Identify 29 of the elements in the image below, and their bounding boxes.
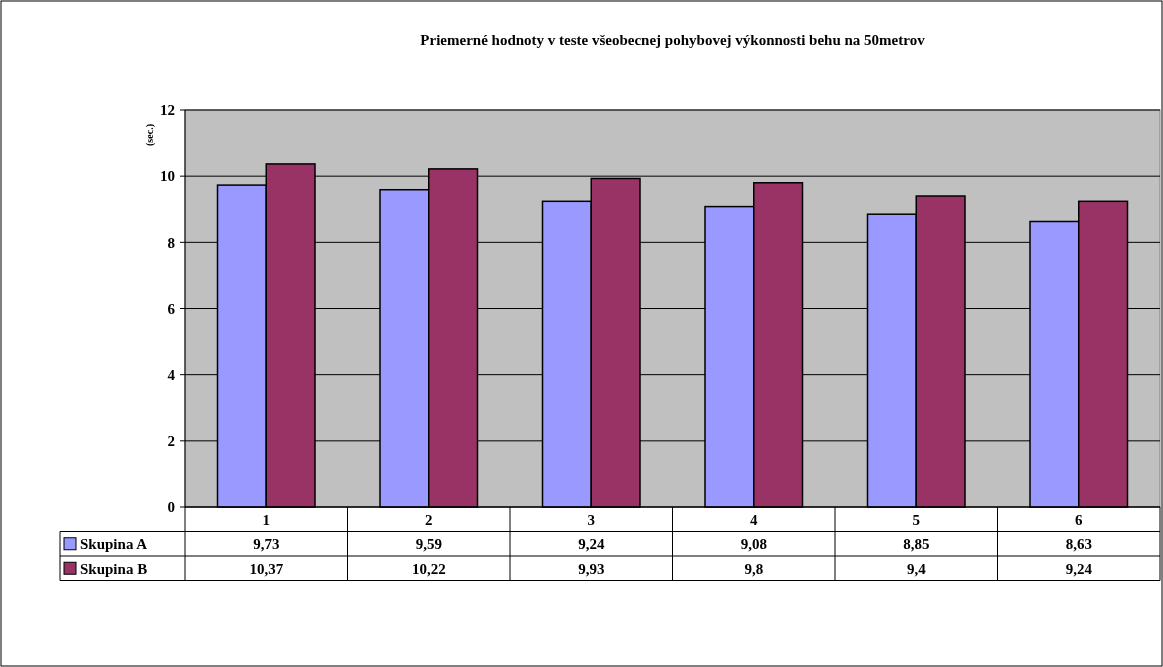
data-label: 9,93 [578, 560, 605, 577]
x-tick-label: 4 [750, 511, 758, 528]
x-tick-label: 6 [1075, 511, 1083, 528]
legend-label: Skupina A [80, 536, 148, 552]
data-label: 9,8 [744, 560, 764, 577]
data-label: 9,08 [740, 536, 767, 552]
y-tick-label: 8 [167, 234, 175, 251]
x-tick-label: 1 [262, 511, 270, 528]
y-tick-label: 4 [167, 366, 176, 383]
x-tick-label: 5 [912, 511, 920, 528]
y-axis-title: (sec.) [144, 124, 156, 146]
x-tick-label: 3 [587, 511, 595, 528]
data-label: 9,24 [1065, 560, 1093, 577]
data-label: 9,24 [578, 536, 605, 552]
y-tick-label: 0 [167, 499, 175, 516]
data-label: 8,63 [1065, 536, 1092, 552]
y-tick-label: 10 [160, 168, 175, 185]
data-label: 10,37 [249, 560, 284, 577]
data-label: 10,22 [411, 560, 446, 577]
legend-label: Skupina B [80, 560, 148, 577]
data-label: 8,85 [903, 536, 930, 552]
x-tick-label: 2 [425, 511, 433, 528]
data-label: 9,73 [253, 536, 280, 552]
chart-title: Priemerné hodnoty v teste všeobecnej pohybovej výkonnosti behu na 50metrov [420, 32, 926, 48]
data-label: 9,59 [415, 536, 442, 552]
y-tick-label: 12 [160, 102, 175, 119]
y-tick-label: 6 [167, 300, 176, 317]
data-label: 9,4 [906, 560, 927, 577]
y-tick-label: 2 [167, 433, 175, 450]
